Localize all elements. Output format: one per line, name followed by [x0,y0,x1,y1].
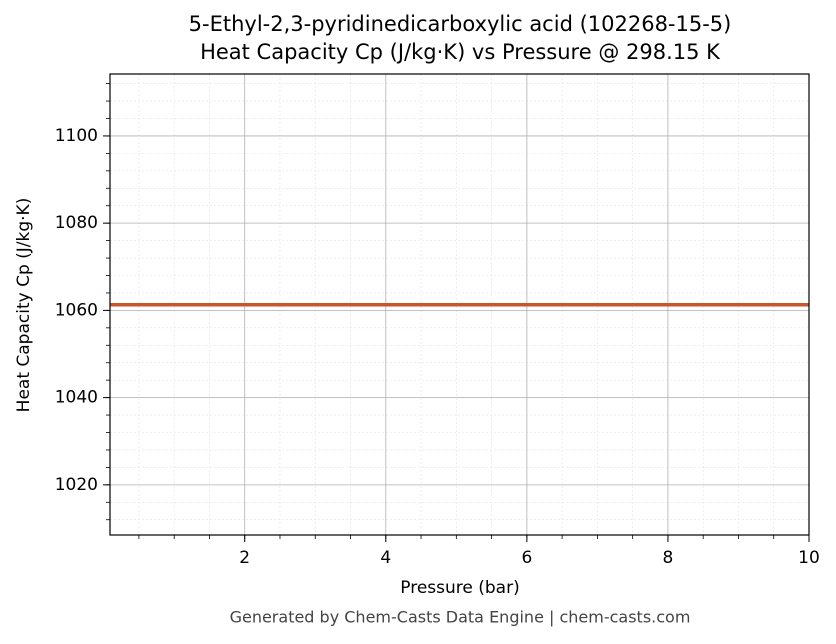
x-tick-label: 6 [521,548,532,568]
x-tick-label: 2 [239,548,250,568]
y-tick-label: 1100 [55,126,98,146]
y-tick-label: 1080 [55,213,98,233]
x-tick-label: 4 [380,548,391,568]
x-tick-label: 10 [798,548,820,568]
y-tick-label: 1040 [55,388,98,408]
chart-subtitle: Heat Capacity Cp (J/kg·K) vs Pressure @ … [200,40,721,64]
x-axis-label: Pressure (bar) [400,578,519,598]
x-tick-label: 8 [663,548,674,568]
chart-title: 5-Ethyl-2,3-pyridinedicarboxylic acid (1… [189,12,732,36]
plot-frame [109,73,810,536]
y-axis-label: Heat Capacity Cp (J/kg·K) [14,198,34,413]
y-tick-label: 1020 [55,475,98,495]
footer: Generated by Chem-Casts Data Engine | ch… [230,608,691,627]
y-tick-label: 1060 [55,300,98,320]
